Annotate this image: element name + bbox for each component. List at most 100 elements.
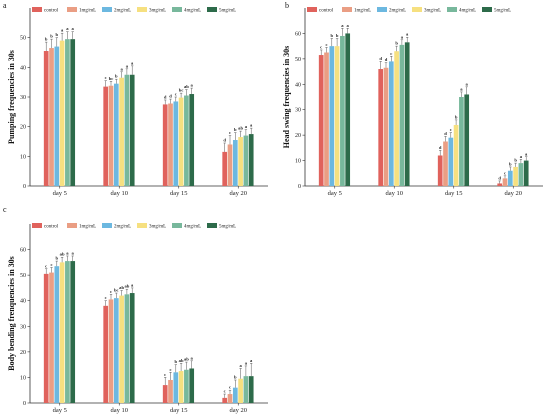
legend-swatch xyxy=(207,223,217,228)
significance-letter: bc xyxy=(109,76,114,81)
legend-label: 1mg/mL xyxy=(79,8,96,13)
legend-label: 4mg/mL xyxy=(184,8,201,13)
bar xyxy=(502,178,508,186)
significance-letter: ab xyxy=(124,284,129,289)
significance-letter: ab xyxy=(184,84,189,89)
significance-letter: c xyxy=(175,92,177,97)
bar xyxy=(232,387,238,403)
y-tick-label: 0 xyxy=(23,401,26,407)
significance-letter: a xyxy=(460,86,463,91)
y-axis-label: Pumping frequencies in 30s xyxy=(7,50,16,144)
significance-letter: b xyxy=(45,37,48,42)
bar xyxy=(124,74,130,186)
bar xyxy=(173,372,179,403)
significance-letter: b xyxy=(395,41,398,46)
legend-swatch xyxy=(67,223,77,228)
bar xyxy=(162,385,168,403)
bar xyxy=(518,163,524,186)
significance-letter: b xyxy=(56,32,59,37)
significance-letter: a xyxy=(525,151,528,156)
significance-letter: c xyxy=(45,263,47,268)
bar xyxy=(324,52,329,186)
legend-label: 3mg/mL xyxy=(149,8,166,13)
significance-letter: a xyxy=(406,32,409,37)
bar xyxy=(70,261,76,403)
bar xyxy=(388,61,394,186)
legend-label: 5mg/mL xyxy=(494,8,511,13)
significance-letter: c xyxy=(164,372,166,377)
x-tick-label: day 10 xyxy=(110,190,128,197)
legend-label: 3mg/mL xyxy=(424,8,441,13)
bar xyxy=(54,46,60,186)
significance-letter: d xyxy=(498,175,501,180)
y-tick-label: 10 xyxy=(20,154,26,160)
significance-letter: a xyxy=(347,23,350,28)
significance-letter: a xyxy=(245,360,248,365)
bar xyxy=(453,124,459,186)
significance-letter: a xyxy=(191,355,194,360)
bar xyxy=(113,83,119,186)
significance-letter: a xyxy=(120,66,123,71)
x-tick-label: day 15 xyxy=(170,190,188,197)
bar xyxy=(404,42,410,187)
bar xyxy=(184,95,189,186)
significance-letter: d xyxy=(223,137,226,142)
bar xyxy=(329,46,335,187)
bar xyxy=(49,272,54,403)
x-tick-label: day 15 xyxy=(170,407,188,414)
legend-label: 4mg/mL xyxy=(184,224,201,229)
bar xyxy=(124,294,130,403)
x-tick-label: day 20 xyxy=(229,407,247,414)
significance-letter: b xyxy=(50,34,53,39)
x-tick-label: day 10 xyxy=(385,190,403,197)
bar xyxy=(65,39,70,187)
bar xyxy=(108,299,114,403)
y-tick-label: 40 xyxy=(20,299,26,305)
x-tick-label: day 5 xyxy=(53,407,67,414)
y-axis-label: Body bending frenquencies in 30s xyxy=(7,256,16,371)
bar xyxy=(54,266,60,403)
y-tick-label: 60 xyxy=(295,31,301,37)
legend-swatch xyxy=(172,223,182,228)
significance-letter: ab xyxy=(238,126,243,131)
bar xyxy=(459,97,464,186)
legend-label: 4mg/mL xyxy=(459,8,476,13)
significance-letter: a xyxy=(191,83,194,88)
significance-letter: a xyxy=(131,282,134,287)
legend-label: 5mg/mL xyxy=(219,224,236,229)
legend-swatch xyxy=(482,7,492,12)
bar xyxy=(248,134,254,186)
bar xyxy=(340,35,345,186)
bar xyxy=(103,86,109,186)
significance-letter: a xyxy=(66,250,69,255)
legend-swatch xyxy=(32,7,42,12)
y-tick-label: 50 xyxy=(295,57,301,63)
significance-letter: a xyxy=(72,250,75,255)
bar xyxy=(238,378,243,403)
bar xyxy=(178,97,184,186)
y-tick-label: 40 xyxy=(295,82,301,88)
bar xyxy=(129,74,135,186)
legend-swatch xyxy=(412,7,422,12)
x-tick-label: day 10 xyxy=(110,407,128,414)
bar xyxy=(59,40,65,187)
chart-panel-b: b 0 10 20 30 40 50 60 Head swing frequencies in … xyxy=(282,1,543,197)
significance-letter: a xyxy=(131,60,134,65)
bar xyxy=(243,376,249,403)
significance-letter: b xyxy=(336,33,339,38)
y-tick-label: 60 xyxy=(20,248,26,254)
significance-letter: d xyxy=(385,57,388,62)
bar xyxy=(394,51,399,186)
y-tick-label: 30 xyxy=(20,324,26,330)
legend-swatch xyxy=(172,7,182,12)
significance-letter: d xyxy=(444,131,447,136)
legend-label: 3mg/mL xyxy=(149,224,166,229)
chart-panel-c: c 0 10 20 30 40 50 60 Body bending frenquencies … xyxy=(3,205,268,414)
x-tick-label: day 20 xyxy=(504,190,522,197)
y-tick-label: 50 xyxy=(20,273,26,279)
panel-letter: c xyxy=(3,205,7,214)
x-tick-label: day 15 xyxy=(445,190,463,197)
panel-letter: b xyxy=(285,1,289,10)
bar xyxy=(227,394,233,403)
